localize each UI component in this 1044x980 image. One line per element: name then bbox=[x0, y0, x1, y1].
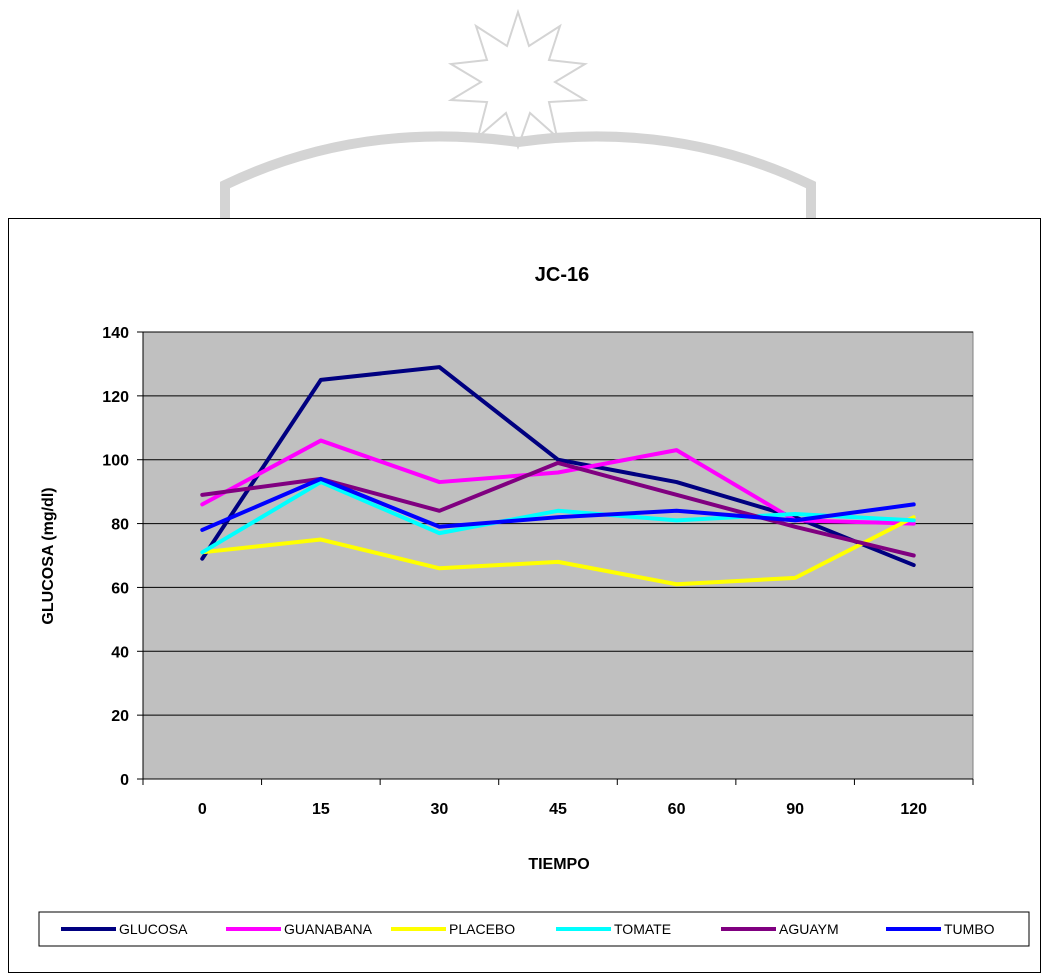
x-tick-label: 90 bbox=[786, 801, 804, 818]
y-tick-label: 100 bbox=[102, 453, 129, 470]
x-tick-label: 120 bbox=[900, 801, 927, 818]
plot-area bbox=[142, 331, 974, 780]
x-tick-label: 45 bbox=[549, 801, 567, 818]
legend-label-aguaym: AGUAYM bbox=[779, 921, 839, 937]
axes: 0 20 40 60 80 100 120 140 0 15 30 45 60 90 120 bbox=[102, 325, 974, 818]
y-tick-label: 140 bbox=[102, 325, 129, 342]
legend-label-placebo: PLACEBO bbox=[449, 921, 515, 937]
legend-box bbox=[38, 911, 1030, 947]
arch-emblem bbox=[220, 131, 816, 218]
series-line-glucosa bbox=[200, 365, 916, 568]
legend-label-tumbo: TUMBO bbox=[944, 921, 995, 937]
legend-label-guanabana: GUANABANA bbox=[284, 921, 373, 937]
y-axis-label: GLUCOSA (mg/dl) bbox=[40, 487, 57, 624]
legend: GLUCOSA GUANABANA PLACEBO TOMATE AGUAYM TUMBO bbox=[38, 911, 1030, 947]
y-tick-label: 0 bbox=[120, 772, 129, 789]
star-emblem bbox=[447, 8, 589, 151]
series-line-tomate bbox=[200, 480, 916, 555]
y-tick-label: 120 bbox=[102, 389, 129, 406]
series-line-tumbo bbox=[200, 476, 916, 532]
x-tick-label: 15 bbox=[312, 801, 330, 818]
x-axis-label: TIEMPO bbox=[528, 856, 589, 873]
y-tick-label: 40 bbox=[111, 644, 129, 661]
series-line-placebo bbox=[200, 515, 916, 587]
y-tick-label: 60 bbox=[111, 580, 129, 597]
y-tick-label: 80 bbox=[111, 517, 129, 534]
x-tick-label: 0 bbox=[198, 801, 207, 818]
legend-label-tomate: TOMATE bbox=[614, 921, 671, 937]
x-tick-label: 60 bbox=[668, 801, 686, 818]
legend-label-glucosa: GLUCOSA bbox=[119, 921, 188, 937]
chart-area: JC-16 0 20 40 60 80 100 120 140 0 15 30 45 60 90 120 G… bbox=[8, 218, 1041, 973]
chart-title: JC-16 bbox=[535, 264, 589, 286]
y-tick-label: 20 bbox=[111, 708, 129, 725]
x-tick-label: 30 bbox=[431, 801, 449, 818]
series-lines bbox=[200, 365, 916, 587]
line-chart: JC-16 0 20 40 60 80 100 120 140 0 15 30 45 60 90 120 G… bbox=[38, 264, 1030, 947]
university-seal-watermark bbox=[220, 8, 816, 218]
